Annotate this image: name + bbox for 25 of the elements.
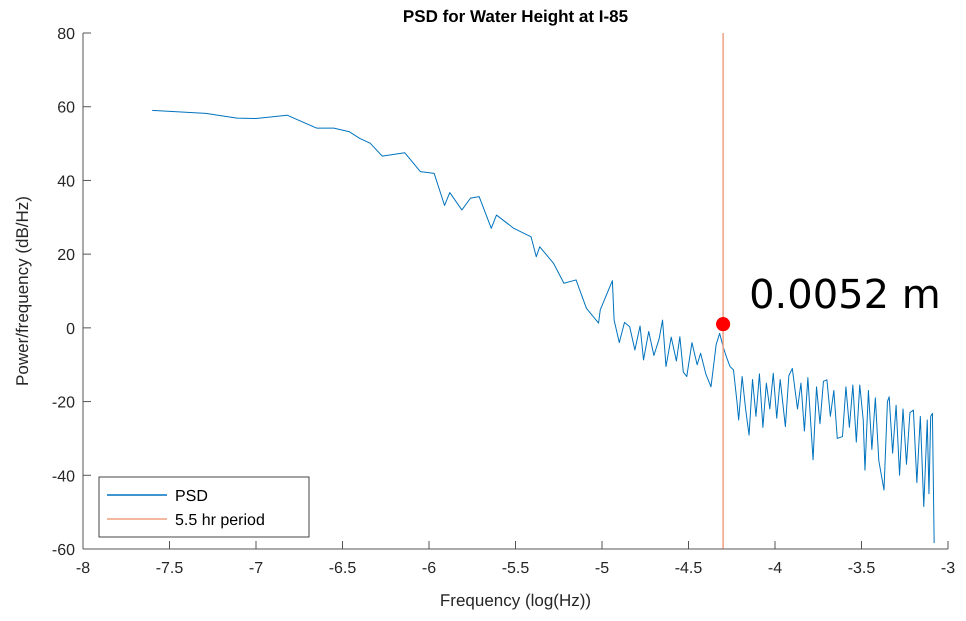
- y-axis-title: Power/frequency (dB/Hz): [13, 196, 32, 386]
- x-axis-title: Frequency (log(Hz)): [440, 591, 592, 610]
- x-tick-label: -8: [76, 560, 90, 577]
- y-tick-label: 40: [57, 173, 76, 190]
- annotation: 0.0052 m: [749, 272, 941, 318]
- x-tick-label: -5.5: [502, 560, 530, 577]
- chart-title: PSD for Water Height at I-85: [402, 7, 628, 26]
- x-tick-label: -3: [940, 560, 956, 577]
- legend-label: PSD: [175, 488, 208, 505]
- y-tick-label: 0: [66, 320, 76, 338]
- x-tick-label: -3.5: [848, 560, 876, 577]
- y-tick-label: 60: [57, 100, 76, 117]
- y-tick-label: 20: [57, 247, 76, 264]
- y-tick-label: -20: [52, 394, 76, 412]
- x-tick-label: -7: [248, 560, 264, 577]
- y-tick-label: -40: [52, 468, 76, 486]
- x-tick-label: -6.5: [328, 560, 356, 577]
- legend-label: 5.5 hr period: [175, 512, 265, 529]
- x-tick-label: -4.5: [674, 560, 702, 577]
- x-tick-label: -6: [422, 560, 436, 577]
- x-tick-label: -7.5: [156, 560, 184, 577]
- x-tick-label: -4: [768, 560, 782, 577]
- y-tick-label: -60: [52, 542, 76, 559]
- y-tick-label: 80: [57, 26, 76, 43]
- x-tick-label: -5: [594, 560, 610, 577]
